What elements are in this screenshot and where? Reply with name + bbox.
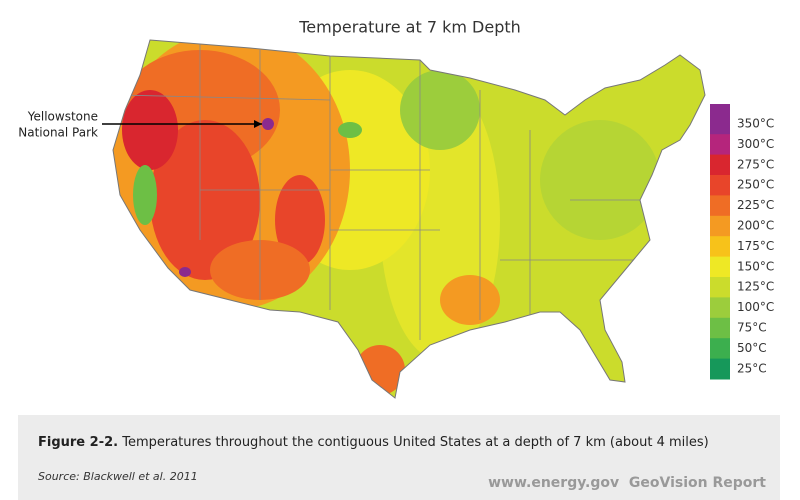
figure-label: Figure 2-2.	[38, 435, 119, 450]
legend-label: 175°C	[737, 239, 774, 253]
legend-label: 275°C	[737, 157, 774, 171]
legend-swatch	[710, 277, 730, 298]
legend-label: 200°C	[737, 219, 774, 233]
map: Temperature at 7 km Depth Yellowstone Na…	[18, 18, 774, 399]
legend-swatch	[710, 134, 730, 156]
legend-label: 50°C	[737, 341, 767, 355]
legend-label: 100°C	[737, 300, 774, 314]
legend-label: 150°C	[737, 259, 774, 273]
legend-swatch	[710, 113, 730, 135]
legend-swatch	[710, 195, 730, 217]
legend-swatch	[710, 154, 730, 176]
legend-swatch	[710, 236, 730, 258]
legend-swatch	[710, 215, 730, 237]
legend-label: 25°C	[737, 361, 767, 375]
legend-label: 225°C	[737, 198, 774, 212]
legend-swatch	[710, 297, 730, 319]
source: Source: Blackwell et al. 2011	[38, 470, 198, 483]
us-heat-map	[113, 40, 705, 398]
legend-swatch	[710, 256, 730, 278]
map-title: Temperature at 7 km Depth	[298, 18, 521, 37]
legend-swatch	[710, 104, 730, 114]
footer-site: www.energy.gov	[488, 475, 620, 491]
annotation-line: National Park	[18, 126, 98, 140]
legend-label: 75°C	[737, 321, 767, 335]
footer: www.energy.gov GeoVision Report	[488, 475, 766, 491]
legend-label: 125°C	[737, 280, 774, 294]
legend-swatch	[710, 338, 730, 360]
annotation-line: Yellowstone	[27, 110, 98, 124]
footer-report: GeoVision Report	[628, 475, 766, 491]
legend: 350°C 300°C 275°C 250°C 225°C 200°C 175°C 150°C…	[710, 104, 774, 380]
arrow-head	[254, 120, 262, 128]
legend-swatch	[710, 358, 730, 380]
caption-box: Figure 2-2. Temperatures throughout the …	[18, 415, 780, 500]
legend-swatch	[710, 175, 730, 196]
legend-label: 300°C	[737, 137, 774, 151]
state-borders	[119, 40, 650, 340]
legend-swatch	[710, 317, 730, 339]
us-outline	[112, 39, 706, 399]
caption-text: Temperatures throughout the contiguous U…	[122, 435, 709, 450]
legend-label: 350°C	[737, 117, 774, 131]
legend-label: 250°C	[737, 178, 774, 192]
caption: Figure 2-2. Temperatures throughout the …	[38, 435, 709, 450]
